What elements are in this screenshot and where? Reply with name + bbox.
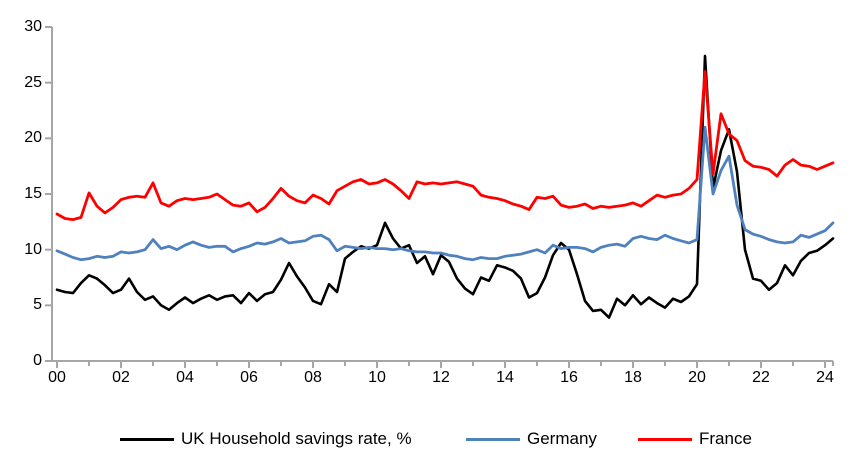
x-axis-tick-label: 16 xyxy=(560,369,578,386)
y-axis-tick-label: 30 xyxy=(24,18,42,35)
legend-swatch-uk-line xyxy=(120,437,174,441)
x-axis-tick-label: 22 xyxy=(752,369,770,386)
series-line-germany xyxy=(55,125,835,262)
y-axis-tick-label: 5 xyxy=(33,296,42,314)
legend-swatch-germany-line xyxy=(466,437,520,441)
y-axis-tick-label: 10 xyxy=(24,240,42,258)
x-axis-tick-label: 06 xyxy=(240,369,258,386)
x-axis-tick-label: 04 xyxy=(176,369,194,386)
x-axis-tick-label: 20 xyxy=(688,369,706,386)
x-axis-tick-label: 12 xyxy=(432,369,450,386)
y-axis-tick-label: 25 xyxy=(24,73,42,91)
y-axis-tick-label: 20 xyxy=(24,129,42,147)
legend-item-uk: UK Household savings rate, % xyxy=(120,429,412,449)
y-axis-tick-label: 0 xyxy=(33,352,42,369)
x-axis-tick-label: 08 xyxy=(304,369,322,386)
legend-swatch-france-line xyxy=(638,437,692,441)
legend-item-germany: Germany xyxy=(466,429,597,449)
series-line-france xyxy=(55,70,835,222)
x-axis-tick-label: 00 xyxy=(48,369,66,386)
x-axis-tick-label: 02 xyxy=(112,369,130,386)
x-axis-tick-label: 24 xyxy=(816,369,834,386)
y-axis-tick-label: 15 xyxy=(24,185,42,202)
legend-label-uk: UK Household savings rate, % xyxy=(181,429,412,448)
x-axis-tick-label: 10 xyxy=(368,369,386,386)
x-axis-tick-label: 14 xyxy=(496,369,514,386)
legend-label-france: France xyxy=(699,429,752,448)
legend-label-germany: Germany xyxy=(527,429,597,448)
x-axis-tick-label: 18 xyxy=(624,369,642,386)
legend-item-france: France xyxy=(638,429,752,449)
